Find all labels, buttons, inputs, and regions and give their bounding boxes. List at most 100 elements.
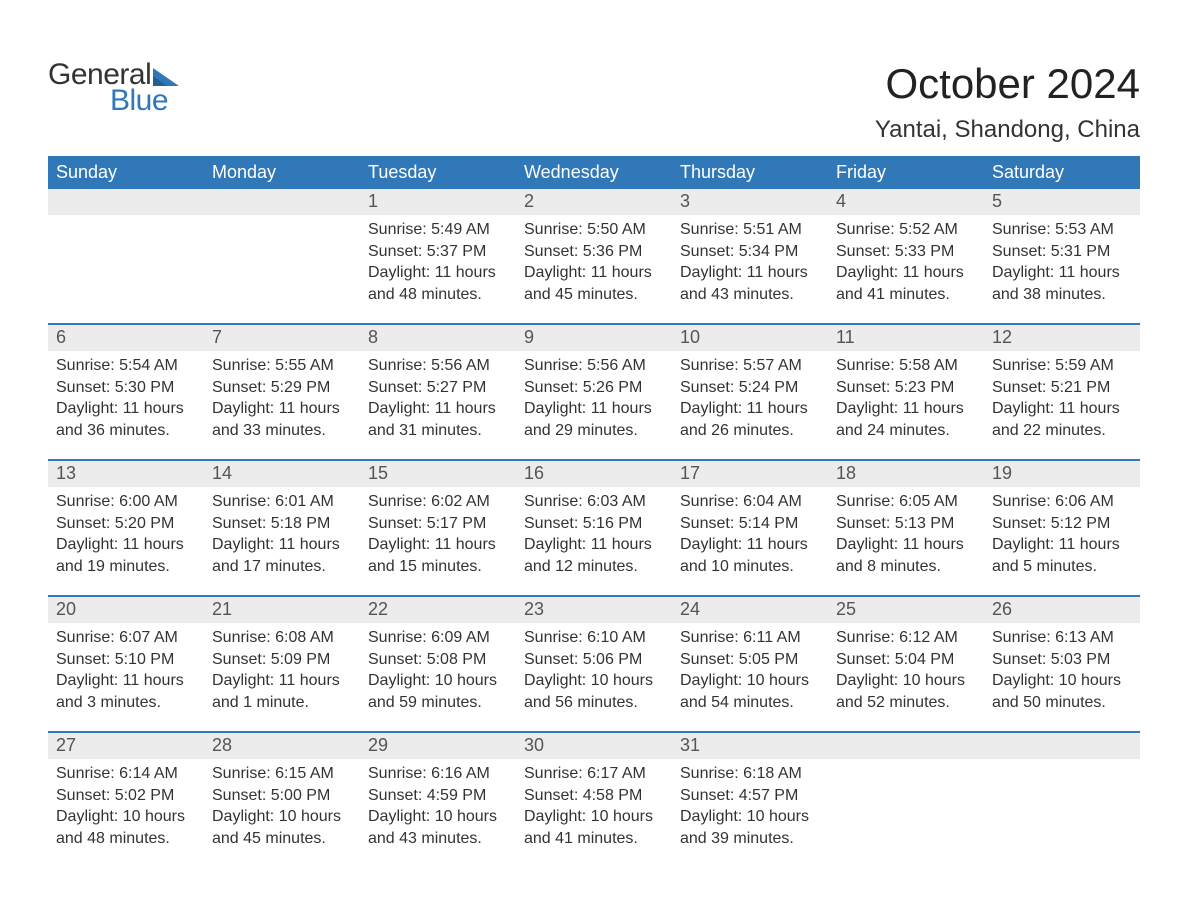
- sunrise-line: Sunrise: 6:14 AM: [56, 763, 196, 785]
- daynum-cell: 30: [516, 733, 672, 759]
- sunset-line: Sunset: 5:17 PM: [368, 513, 508, 535]
- sunset-line: Sunset: 5:08 PM: [368, 649, 508, 671]
- daylight-line: Daylight: 10 hours and 54 minutes.: [680, 670, 820, 713]
- header: General Blue October 2024 Yantai, Shando…: [48, 30, 1140, 144]
- day-cell: Sunrise: 6:10 AMSunset: 5:06 PMDaylight:…: [516, 623, 672, 731]
- sunset-line: Sunset: 5:34 PM: [680, 241, 820, 263]
- day-cell: Sunrise: 5:54 AMSunset: 5:30 PMDaylight:…: [48, 351, 204, 459]
- daylight-line: Daylight: 11 hours and 24 minutes.: [836, 398, 976, 441]
- daynum-cell: 24: [672, 597, 828, 623]
- day-cell: Sunrise: 6:03 AMSunset: 5:16 PMDaylight:…: [516, 487, 672, 595]
- dow-cell: Tuesday: [360, 156, 516, 189]
- sunrise-line: Sunrise: 6:18 AM: [680, 763, 820, 785]
- daylight-line: Daylight: 10 hours and 52 minutes.: [836, 670, 976, 713]
- sunrise-line: Sunrise: 6:04 AM: [680, 491, 820, 513]
- sunrise-line: Sunrise: 6:05 AM: [836, 491, 976, 513]
- dow-cell: Monday: [204, 156, 360, 189]
- dow-cell: Thursday: [672, 156, 828, 189]
- daynum-cell: 23: [516, 597, 672, 623]
- day-cell: [984, 759, 1140, 867]
- daylight-line: Daylight: 11 hours and 33 minutes.: [212, 398, 352, 441]
- logo-text-blue: Blue: [110, 84, 179, 118]
- day-cell: [204, 215, 360, 323]
- day-cell: Sunrise: 6:07 AMSunset: 5:10 PMDaylight:…: [48, 623, 204, 731]
- daylight-line: Daylight: 11 hours and 29 minutes.: [524, 398, 664, 441]
- daylight-line: Daylight: 10 hours and 50 minutes.: [992, 670, 1132, 713]
- day-cell: Sunrise: 5:50 AMSunset: 5:36 PMDaylight:…: [516, 215, 672, 323]
- daynum-cell: 25: [828, 597, 984, 623]
- sunrise-line: Sunrise: 6:10 AM: [524, 627, 664, 649]
- sunset-line: Sunset: 5:26 PM: [524, 377, 664, 399]
- brand-logo: General Blue: [48, 30, 179, 118]
- sunrise-line: Sunrise: 6:07 AM: [56, 627, 196, 649]
- day-cell: Sunrise: 6:04 AMSunset: 5:14 PMDaylight:…: [672, 487, 828, 595]
- sunset-line: Sunset: 5:30 PM: [56, 377, 196, 399]
- daynum-cell: 3: [672, 189, 828, 215]
- daynum-cell: 1: [360, 189, 516, 215]
- sunrise-line: Sunrise: 6:03 AM: [524, 491, 664, 513]
- day-cell: Sunrise: 6:13 AMSunset: 5:03 PMDaylight:…: [984, 623, 1140, 731]
- sunset-line: Sunset: 5:29 PM: [212, 377, 352, 399]
- daylight-line: Daylight: 11 hours and 17 minutes.: [212, 534, 352, 577]
- day-cell: Sunrise: 5:51 AMSunset: 5:34 PMDaylight:…: [672, 215, 828, 323]
- sunset-line: Sunset: 5:36 PM: [524, 241, 664, 263]
- sunset-line: Sunset: 5:05 PM: [680, 649, 820, 671]
- daynum-cell: 10: [672, 325, 828, 351]
- dow-cell: Saturday: [984, 156, 1140, 189]
- sunrise-line: Sunrise: 6:15 AM: [212, 763, 352, 785]
- day-cell: Sunrise: 6:18 AMSunset: 4:57 PMDaylight:…: [672, 759, 828, 867]
- day-of-week-header: SundayMondayTuesdayWednesdayThursdayFrid…: [48, 156, 1140, 189]
- sunset-line: Sunset: 5:37 PM: [368, 241, 508, 263]
- sunrise-line: Sunrise: 6:06 AM: [992, 491, 1132, 513]
- daynum-cell: 11: [828, 325, 984, 351]
- daylight-line: Daylight: 10 hours and 56 minutes.: [524, 670, 664, 713]
- day-cell: Sunrise: 6:00 AMSunset: 5:20 PMDaylight:…: [48, 487, 204, 595]
- sunrise-line: Sunrise: 5:54 AM: [56, 355, 196, 377]
- month-title: October 2024: [875, 60, 1140, 108]
- sunrise-line: Sunrise: 5:57 AM: [680, 355, 820, 377]
- daynum-cell: [828, 733, 984, 759]
- daynum-cell: [48, 189, 204, 215]
- daylight-line: Daylight: 11 hours and 1 minute.: [212, 670, 352, 713]
- sunset-line: Sunset: 5:03 PM: [992, 649, 1132, 671]
- day-cell: Sunrise: 6:05 AMSunset: 5:13 PMDaylight:…: [828, 487, 984, 595]
- dow-cell: Friday: [828, 156, 984, 189]
- daynum-row: 12345: [48, 189, 1140, 215]
- day-cell: Sunrise: 6:06 AMSunset: 5:12 PMDaylight:…: [984, 487, 1140, 595]
- content-row: Sunrise: 5:49 AMSunset: 5:37 PMDaylight:…: [48, 215, 1140, 323]
- daynum-row: 2728293031: [48, 731, 1140, 759]
- day-cell: Sunrise: 6:17 AMSunset: 4:58 PMDaylight:…: [516, 759, 672, 867]
- content-row: Sunrise: 6:07 AMSunset: 5:10 PMDaylight:…: [48, 623, 1140, 731]
- sunset-line: Sunset: 5:00 PM: [212, 785, 352, 807]
- dow-cell: Wednesday: [516, 156, 672, 189]
- daynum-cell: 16: [516, 461, 672, 487]
- dow-cell: Sunday: [48, 156, 204, 189]
- sunset-line: Sunset: 5:09 PM: [212, 649, 352, 671]
- daylight-line: Daylight: 11 hours and 36 minutes.: [56, 398, 196, 441]
- day-cell: Sunrise: 5:58 AMSunset: 5:23 PMDaylight:…: [828, 351, 984, 459]
- daylight-line: Daylight: 11 hours and 41 minutes.: [836, 262, 976, 305]
- daynum-cell: 17: [672, 461, 828, 487]
- calendar: SundayMondayTuesdayWednesdayThursdayFrid…: [48, 156, 1140, 867]
- daynum-cell: 18: [828, 461, 984, 487]
- sunrise-line: Sunrise: 6:08 AM: [212, 627, 352, 649]
- day-cell: Sunrise: 5:56 AMSunset: 5:27 PMDaylight:…: [360, 351, 516, 459]
- day-cell: Sunrise: 5:53 AMSunset: 5:31 PMDaylight:…: [984, 215, 1140, 323]
- day-cell: Sunrise: 5:59 AMSunset: 5:21 PMDaylight:…: [984, 351, 1140, 459]
- sunset-line: Sunset: 5:12 PM: [992, 513, 1132, 535]
- sunrise-line: Sunrise: 6:12 AM: [836, 627, 976, 649]
- content-row: Sunrise: 6:14 AMSunset: 5:02 PMDaylight:…: [48, 759, 1140, 867]
- daylight-line: Daylight: 10 hours and 41 minutes.: [524, 806, 664, 849]
- sunrise-line: Sunrise: 5:50 AM: [524, 219, 664, 241]
- sunset-line: Sunset: 4:58 PM: [524, 785, 664, 807]
- day-cell: [828, 759, 984, 867]
- day-cell: Sunrise: 6:14 AMSunset: 5:02 PMDaylight:…: [48, 759, 204, 867]
- daynum-cell: 4: [828, 189, 984, 215]
- day-cell: Sunrise: 5:49 AMSunset: 5:37 PMDaylight:…: [360, 215, 516, 323]
- daynum-row: 20212223242526: [48, 595, 1140, 623]
- daylight-line: Daylight: 11 hours and 10 minutes.: [680, 534, 820, 577]
- daynum-cell: 8: [360, 325, 516, 351]
- daylight-line: Daylight: 11 hours and 12 minutes.: [524, 534, 664, 577]
- daylight-line: Daylight: 10 hours and 39 minutes.: [680, 806, 820, 849]
- sunrise-line: Sunrise: 5:52 AM: [836, 219, 976, 241]
